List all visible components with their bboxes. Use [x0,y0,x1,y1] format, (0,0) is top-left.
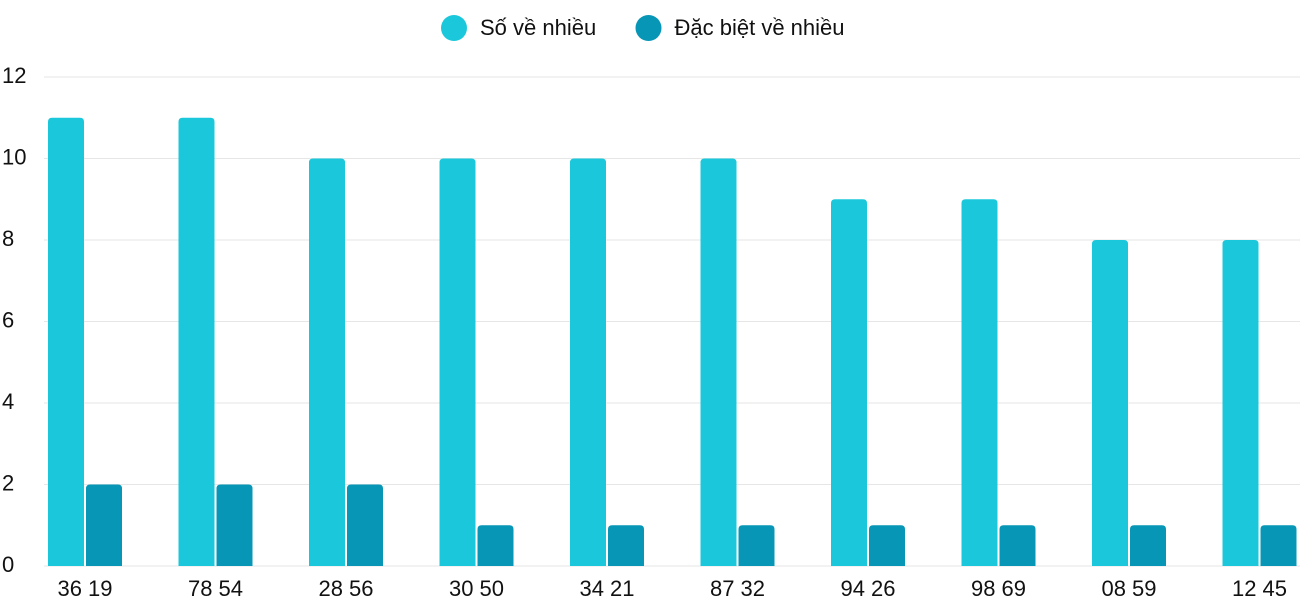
y-tick-label: 0 [2,552,14,577]
legend-item[interactable]: Đặc biệt về nhiều [635,15,845,41]
x-tick-label: 08 59 [1101,576,1156,600]
bar [439,158,476,566]
x-tick-label: 28 56 [318,576,373,600]
legend: Số về nhiều Đặc biệt về nhiều [441,15,845,41]
bar [831,199,867,566]
x-tick-label: 98 69 [971,576,1026,600]
bar [477,525,514,566]
bar [700,158,737,566]
legend-label: Đặc biệt về nhiều [675,15,845,40]
bar [178,117,215,566]
x-tick-label: 34 21 [579,576,634,600]
y-tick-label: 4 [2,389,14,414]
bar [347,484,383,566]
bar [738,525,775,566]
y-tick-label: 8 [2,226,14,251]
x-tick-label: 36 19 [57,576,112,600]
x-tick-label: 87 32 [710,576,765,600]
bar [1092,240,1128,566]
legend-marker [441,15,467,41]
y-tick-label: 2 [2,470,14,495]
bar [216,484,253,566]
x-tick-label: 78 54 [188,576,243,600]
x-tick-label: 30 50 [449,576,504,600]
bar [999,525,1036,566]
legend-item[interactable]: Số về nhiều [441,15,596,41]
bar [1130,525,1166,566]
x-tick-label: 12 45 [1232,576,1287,600]
bar [1260,525,1297,566]
legend-label: Số về nhiều [480,15,596,40]
bar [309,158,345,566]
legend-marker [635,15,662,41]
y-tick-label: 10 [2,144,26,169]
bar [869,525,905,566]
x-tick-label: 94 26 [840,576,895,600]
bar [961,199,998,566]
bar [608,525,644,566]
bar [570,158,606,566]
bar [1222,240,1259,566]
y-tick-label: 12 [2,63,26,88]
bar [86,484,122,566]
bar [48,117,84,566]
y-tick-label: 6 [2,307,14,332]
